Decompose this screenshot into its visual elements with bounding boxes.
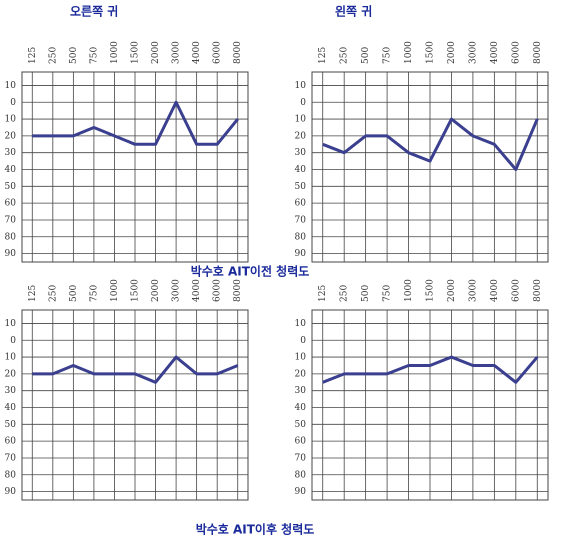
y-tick-label: 50 [5,420,17,430]
y-tick-label: 10 [295,81,307,91]
x-tick-label: 125 [28,285,38,302]
x-tick-label: 4000 [490,41,500,64]
x-tick-label: 6000 [213,41,223,64]
x-tick-label: 2000 [447,41,457,64]
x-tick-label: 250 [48,47,58,64]
y-tick-label: 60 [295,199,307,209]
x-tick-label: 1500 [131,279,141,302]
y-tick-label: 30 [295,148,307,158]
x-tick-label: 4000 [192,41,202,64]
x-tick-label: 125 [318,285,328,302]
y-tick-label: 90 [5,249,17,259]
x-tick-label: 3000 [468,279,478,302]
x-tick-label: 4000 [192,279,202,302]
x-tick-label: 2000 [151,279,161,302]
x-tick-label: 6000 [511,279,521,302]
x-tick-label: 750 [383,47,393,64]
y-tick-label: 10 [5,81,17,91]
y-tick-label: 0 [300,336,306,346]
chart-title: 왼쪽 귀 [335,4,372,19]
y-tick-label: 70 [295,215,307,225]
x-tick-label: 500 [361,285,371,302]
x-tick-label: 8000 [233,41,243,64]
y-tick-label: 10 [295,319,307,329]
y-tick-label: 50 [295,420,307,430]
y-tick-label: 70 [5,453,17,463]
y-tick-label: 90 [295,249,307,259]
y-tick-label: 80 [295,232,307,242]
y-tick-label: 10 [5,115,17,125]
x-tick-label: 3000 [172,41,182,64]
y-tick-label: 10 [5,353,17,363]
y-tick-label: 90 [295,487,307,497]
y-tick-label: 50 [5,182,17,192]
y-tick-label: 30 [5,386,17,396]
x-tick-label: 1500 [426,41,436,64]
x-tick-label: 750 [89,285,99,302]
caption: 박수호 AIT이후 청력도 [196,522,315,537]
hearing-line [32,100,239,146]
y-tick-label: 80 [5,470,17,480]
x-tick-label: 1000 [110,279,120,302]
x-tick-label: 750 [383,285,393,302]
x-tick-label: 125 [318,47,328,64]
y-tick-label: 40 [5,165,17,175]
y-tick-label: 20 [5,131,17,141]
x-tick-label: 6000 [511,41,521,64]
y-tick-label: 10 [5,319,17,329]
x-tick-label: 250 [340,285,350,302]
x-tick-label: 125 [28,47,38,64]
y-tick-label: 80 [5,232,17,242]
x-tick-label: 3000 [172,279,182,302]
x-tick-label: 3000 [468,41,478,64]
x-tick-label: 1500 [131,41,141,64]
y-tick-label: 70 [295,453,307,463]
y-tick-label: 80 [295,470,307,480]
y-tick-label: 70 [5,215,17,225]
x-tick-label: 8000 [533,279,543,302]
x-tick-label: 1000 [404,41,414,64]
hearing-line [32,355,239,384]
y-tick-label: 20 [295,131,307,141]
y-tick-label: 40 [5,403,17,413]
hearing-line [322,355,539,384]
y-tick-label: 90 [5,487,17,497]
y-tick-label: 40 [295,165,307,175]
x-tick-label: 1000 [404,279,414,302]
caption: 박수호 AIT이전 청력도 [191,264,310,279]
x-tick-label: 2000 [447,279,457,302]
x-tick-label: 500 [69,47,79,64]
x-tick-label: 8000 [233,279,243,302]
y-tick-label: 0 [10,336,16,346]
x-tick-label: 250 [340,47,350,64]
y-tick-label: 0 [300,98,306,108]
x-tick-label: 500 [69,285,79,302]
x-tick-label: 1000 [110,41,120,64]
y-tick-label: 20 [5,369,17,379]
x-tick-label: 250 [48,285,58,302]
x-tick-label: 4000 [490,279,500,302]
x-tick-label: 2000 [151,41,161,64]
y-tick-label: 60 [295,437,307,447]
x-tick-label: 500 [361,47,371,64]
y-tick-label: 30 [295,386,307,396]
hearing-line [322,117,539,172]
y-tick-label: 50 [295,182,307,192]
y-tick-label: 60 [5,437,17,447]
y-tick-label: 10 [295,115,307,125]
y-tick-label: 60 [5,199,17,209]
y-tick-label: 40 [295,403,307,413]
y-tick-label: 10 [295,353,307,363]
x-tick-label: 8000 [533,41,543,64]
chart-title: 오른쪽 귀 [70,4,118,19]
x-tick-label: 750 [89,47,99,64]
y-tick-label: 30 [5,148,17,158]
x-tick-label: 6000 [213,279,223,302]
y-tick-label: 20 [295,369,307,379]
x-tick-label: 1500 [426,279,436,302]
y-tick-label: 0 [10,98,16,108]
